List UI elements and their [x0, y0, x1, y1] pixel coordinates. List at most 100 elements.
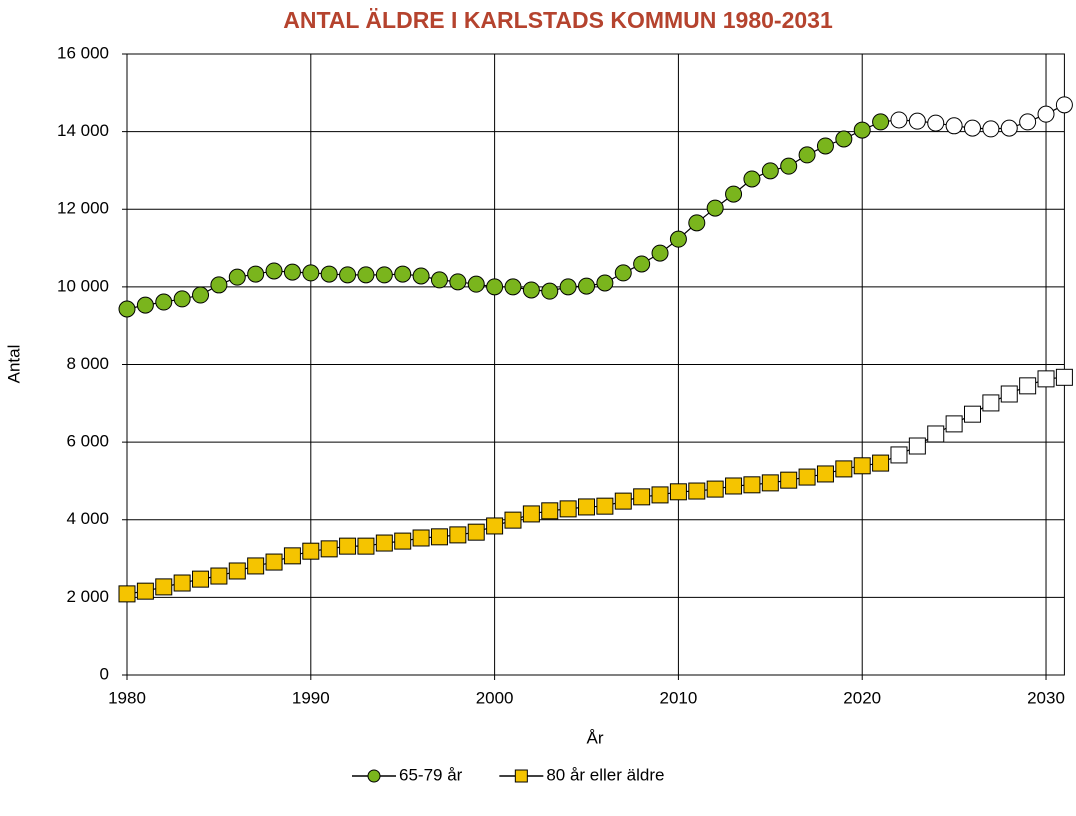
point: [247, 265, 265, 283]
point: [155, 293, 173, 311]
point: [945, 117, 963, 135]
chart-title: ANTAL ÄLDRE I KARLSTADS KOMMUN 1980-2031: [283, 7, 833, 33]
point: [118, 585, 136, 603]
series-line: [126, 376, 1065, 595]
point: [816, 137, 834, 155]
x-tick-label: 2010: [659, 688, 697, 707]
point: [890, 111, 908, 129]
point: [559, 278, 577, 296]
x-tick-label: 2030: [1027, 688, 1065, 707]
point: [578, 277, 596, 295]
point: [467, 275, 485, 293]
point: [633, 255, 651, 273]
point: [228, 562, 246, 580]
point: [357, 266, 375, 284]
point: [761, 474, 779, 492]
point: [504, 511, 522, 529]
point: [136, 582, 154, 600]
x-tick-label: 1990: [292, 688, 330, 707]
point: [430, 528, 448, 546]
point: [927, 114, 945, 132]
point: [192, 286, 210, 304]
point: [853, 121, 871, 139]
point: [908, 437, 926, 455]
point: [522, 505, 540, 523]
point: [1037, 370, 1055, 388]
point: [375, 534, 393, 552]
x-axis-label: År: [587, 728, 604, 747]
y-tick-label: 6 000: [66, 432, 109, 451]
point: [780, 157, 798, 175]
series-line: [126, 104, 1065, 310]
point: [669, 230, 687, 248]
y-tick-label: 0: [100, 664, 109, 683]
point: [761, 162, 779, 180]
point: [1019, 113, 1037, 131]
legend-label: 80 år eller äldre: [546, 765, 664, 784]
point: [320, 265, 338, 283]
point: [412, 267, 430, 285]
point: [798, 146, 816, 164]
point: [633, 488, 651, 506]
point: [467, 523, 485, 541]
point: [872, 113, 890, 131]
x-tick-label: 2020: [843, 688, 881, 707]
point: [541, 502, 559, 520]
point: [320, 540, 338, 558]
point: [982, 120, 1000, 138]
point: [596, 497, 614, 515]
point: [228, 268, 246, 286]
point: [816, 465, 834, 483]
point: [651, 486, 669, 504]
point: [853, 457, 871, 475]
point: [357, 537, 375, 555]
y-tick-label: 10 000: [57, 276, 109, 295]
point: [1037, 105, 1055, 123]
point: [1000, 385, 1018, 403]
point: [614, 492, 632, 510]
point: [1055, 96, 1073, 114]
legend-label: 65-79 år: [399, 765, 463, 784]
point: [486, 517, 504, 535]
point: [1000, 119, 1018, 137]
point: [210, 567, 228, 585]
point: [614, 264, 632, 282]
point: [725, 477, 743, 495]
point: [449, 273, 467, 291]
point: [265, 553, 283, 571]
point: [669, 483, 687, 501]
point: [394, 532, 412, 550]
point: [394, 265, 412, 283]
y-tick-label: 12 000: [57, 199, 109, 218]
point: [210, 276, 228, 294]
point: [725, 185, 743, 203]
point: [486, 278, 504, 296]
point: [118, 300, 136, 318]
point: [835, 460, 853, 478]
point: [1055, 368, 1073, 386]
point: [430, 271, 448, 289]
point: [559, 500, 577, 518]
point: [449, 526, 467, 544]
legend-marker: [514, 769, 528, 783]
point: [339, 266, 357, 284]
y-tick-label: 8 000: [66, 354, 109, 373]
point: [706, 199, 724, 217]
y-tick-label: 2 000: [66, 587, 109, 606]
plot-frame: [126, 53, 1065, 676]
point: [136, 296, 154, 314]
y-axis-label: Antal: [4, 345, 23, 384]
point: [155, 578, 173, 596]
point: [963, 405, 981, 423]
point: [283, 263, 301, 281]
point: [412, 529, 430, 547]
point: [302, 264, 320, 282]
point: [504, 278, 522, 296]
point: [247, 557, 265, 575]
point: [1019, 377, 1037, 395]
point: [963, 119, 981, 137]
point: [522, 281, 540, 299]
y-tick-label: 16 000: [57, 43, 109, 62]
point: [835, 130, 853, 148]
